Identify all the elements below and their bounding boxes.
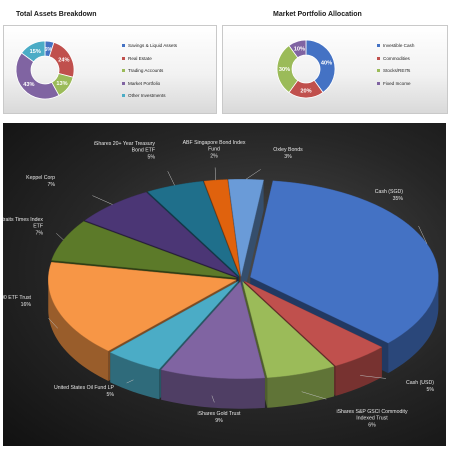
pie-category-label: Cash (SGD) <box>375 189 404 195</box>
market-portfolio-chart-panel: 40% 20% 30% 10% Investible Cash Commodities S… <box>222 25 448 114</box>
pie-category-label: iShares 20+ Year Treasury Bond ETF <box>94 141 156 154</box>
leader-line <box>245 169 261 180</box>
leader-line <box>56 233 64 241</box>
legend-swatch <box>377 56 380 60</box>
leader-line <box>301 391 327 400</box>
legend-item-stocks-reits: Stocks/REITs <box>377 68 414 73</box>
leader-line <box>211 395 215 403</box>
leader-line <box>214 167 216 181</box>
total-assets-legend: Savings & Liquid Assets Real Estate Tradin… <box>122 43 177 106</box>
leader-line <box>48 317 58 329</box>
legend-label: Stocks/REITs <box>383 68 411 73</box>
legend-label: Investible Cash <box>383 43 415 48</box>
pie-data-label: 7% <box>36 231 44 237</box>
legend-item-savings-liquid-assets: Savings & Liquid Assets <box>122 43 177 48</box>
leader-line <box>360 375 387 379</box>
legend-item-fixed-income: Fixed Income <box>377 81 414 86</box>
pie-data-label: 5% <box>107 392 115 398</box>
pie-data-label: 7% <box>48 182 56 188</box>
pie-data-label: 35% <box>393 196 404 202</box>
pie-category-label: Keppel Corp <box>26 175 55 181</box>
legend-label: Real Estate <box>128 55 152 61</box>
donut-data-label: 30% <box>279 67 290 73</box>
donut-slice-fixed-income <box>288 39 307 59</box>
pie-category-label: iShares S&P GSCI Commodity Indexed Trust <box>336 409 408 422</box>
pie-category-label: United States Oil Fund LP <box>54 385 115 391</box>
donut-slice-market-portfolio <box>15 52 60 100</box>
legend-swatch <box>122 56 125 60</box>
pie-slice-ishares-gold-trust <box>160 281 266 409</box>
pie-category-label: Oxley Bonds <box>273 147 303 153</box>
legend-swatch <box>377 69 380 72</box>
leader-line <box>418 225 428 244</box>
pie-category-label: Cash (USD) <box>406 380 434 386</box>
market-portfolio-title: Market Portfolio Allocation <box>273 11 362 18</box>
donut-data-label: 43% <box>23 82 34 88</box>
legend-swatch <box>377 81 380 85</box>
leader-line <box>167 171 175 186</box>
pie-category-label: iShares Gold Trust <box>198 411 242 417</box>
pie-category-label: SPDR S&P 500 ETF Trust <box>3 295 32 301</box>
legend-label: Savings & Liquid Assets <box>128 43 178 48</box>
leader-line <box>126 379 134 384</box>
legend-label: Fixed Income <box>383 80 411 86</box>
legend-label: Other Investments <box>128 93 166 98</box>
pie-data-label: 5% <box>148 155 156 161</box>
donut-data-label: 13% <box>56 81 67 87</box>
donut-data-label: 40% <box>321 60 332 66</box>
donut-data-label: 5% <box>44 47 52 53</box>
total-assets-donut: 5% 24% 13% 43% 15% <box>15 40 75 100</box>
legend-swatch <box>122 69 125 72</box>
donut-slice-other-investments <box>20 40 46 63</box>
legend-label: Commodities <box>383 55 410 61</box>
legend-swatch <box>377 44 380 47</box>
market-portfolio-donut: 40% 20% 30% 10% <box>276 39 336 99</box>
legend-label: Trading Accounts <box>128 68 164 73</box>
pie-data-label: 16% <box>21 302 32 308</box>
pie-data-label: 3% <box>284 154 292 160</box>
legend-label: Market Portfolio <box>128 80 161 86</box>
pie-data-label: 6% <box>368 423 376 429</box>
legend-swatch <box>122 94 125 97</box>
legend-item-trading-accounts: Trading Accounts <box>122 68 177 73</box>
pie-data-label: 9% <box>215 418 223 424</box>
donut-data-label: 24% <box>58 58 69 64</box>
legend-swatch <box>122 81 125 85</box>
pie-category-label: ABF Singapore Bond Index Fund <box>183 140 246 153</box>
total-assets-title: Total Assets Breakdown <box>16 11 97 18</box>
donut-data-label: 15% <box>30 49 41 55</box>
pie-data-label: 5% <box>427 387 435 393</box>
legend-item-commodities: Commodities <box>377 56 414 61</box>
legend-swatch <box>122 44 125 47</box>
legend-item-other-investments: Other Investments <box>122 93 177 98</box>
donut-data-label: 10% <box>294 47 305 53</box>
pie-data-label: 2% <box>210 154 218 160</box>
total-assets-chart-panel: 5% 24% 13% 43% 15% Savings & Liquid Assets Re… <box>3 25 217 114</box>
legend-item-investible-cash: Investible Cash <box>377 43 414 48</box>
holdings-chart-panel: Cash (SGD) 35% Cash (USD) 5% iShares S&P GSC… <box>3 123 446 446</box>
donut-data-label: 20% <box>300 89 311 95</box>
donut-slice-investible-cash <box>305 39 336 94</box>
legend-item-real-estate: Real Estate <box>122 56 177 61</box>
holdings-3d-pie: Cash (SGD)35%Cash (USD)5%iShares S&P GSC… <box>3 140 439 429</box>
leader-line <box>92 195 113 205</box>
legend-item-market-portfolio: Market Portfolio <box>122 81 177 86</box>
market-portfolio-legend: Investible Cash Commodities Stocks/REITs Fi… <box>377 43 414 93</box>
